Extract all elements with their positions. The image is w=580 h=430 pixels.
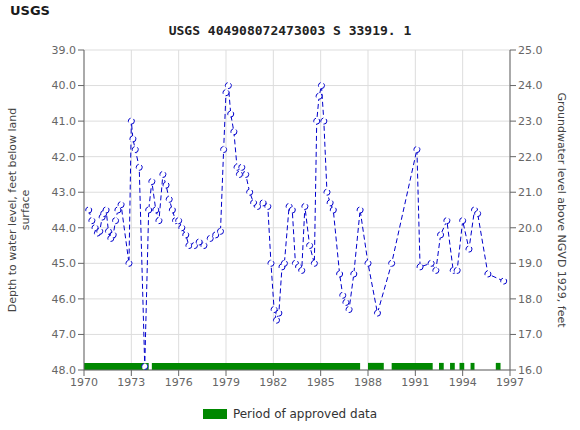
svg-text:46.0: 46.0 <box>52 293 77 306</box>
svg-text:44.0: 44.0 <box>52 222 77 235</box>
svg-text:22.0: 22.0 <box>518 151 543 164</box>
svg-text:1997: 1997 <box>496 376 524 389</box>
svg-text:1973: 1973 <box>117 376 145 389</box>
svg-text:1991: 1991 <box>401 376 429 389</box>
svg-text:1970: 1970 <box>70 376 98 389</box>
svg-text:48.0: 48.0 <box>52 364 77 377</box>
html-text:USGS 404908072473003 S 33919.: USGS 404908072473003 S 33919. 1 <box>168 23 412 38</box>
svg-text:23.0: 23.0 <box>518 115 543 128</box>
svg-text:19.0: 19.0 <box>518 257 543 270</box>
svg-text:Groundwater level above NGVD 1: Groundwater level above NGVD 1929, feet <box>556 92 569 328</box>
svg-text:1979: 1979 <box>212 376 240 389</box>
svg-text:39.0: 39.0 <box>52 44 77 57</box>
svg-text:20.0: 20.0 <box>518 222 543 235</box>
svg-text:1988: 1988 <box>354 376 382 389</box>
svg-text:45.0: 45.0 <box>52 257 77 270</box>
svg-text:24.0: 24.0 <box>518 79 543 92</box>
svg-text:47.0: 47.0 <box>52 328 77 341</box>
svg-text:40.0: 40.0 <box>52 79 77 92</box>
svg-text:42.0: 42.0 <box>52 151 77 164</box>
svg-text:1976: 1976 <box>165 376 193 389</box>
svg-text:21.0: 21.0 <box>518 186 543 199</box>
html-text:USGS: USGS <box>10 2 50 18</box>
svg-text:1985: 1985 <box>307 376 335 389</box>
svg-text:16.0: 16.0 <box>518 364 543 377</box>
svg-text:1982: 1982 <box>259 376 287 389</box>
svg-text:1994: 1994 <box>449 376 477 389</box>
svg-text:25.0: 25.0 <box>518 44 543 57</box>
svg-text:Depth to water level, feet bel: Depth to water level, feet below landsur… <box>8 108 31 313</box>
svg-text:41.0: 41.0 <box>52 115 77 128</box>
svg-text:18.0: 18.0 <box>518 293 543 306</box>
svg-text:17.0: 17.0 <box>518 328 543 341</box>
html-text:Period of approved data: Period of approved data <box>232 407 378 421</box>
svg-text:43.0: 43.0 <box>52 186 77 199</box>
